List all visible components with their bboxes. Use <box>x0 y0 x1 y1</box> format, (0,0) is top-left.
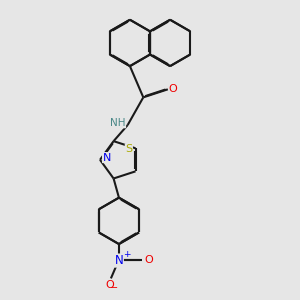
Text: O: O <box>169 84 178 94</box>
Text: +: + <box>123 250 131 259</box>
Text: N: N <box>115 254 123 267</box>
Text: −: − <box>110 283 118 293</box>
Text: O: O <box>144 255 153 265</box>
Text: NH: NH <box>110 118 126 128</box>
Text: O: O <box>106 280 114 290</box>
Text: S: S <box>125 144 132 154</box>
Text: N: N <box>103 153 111 163</box>
